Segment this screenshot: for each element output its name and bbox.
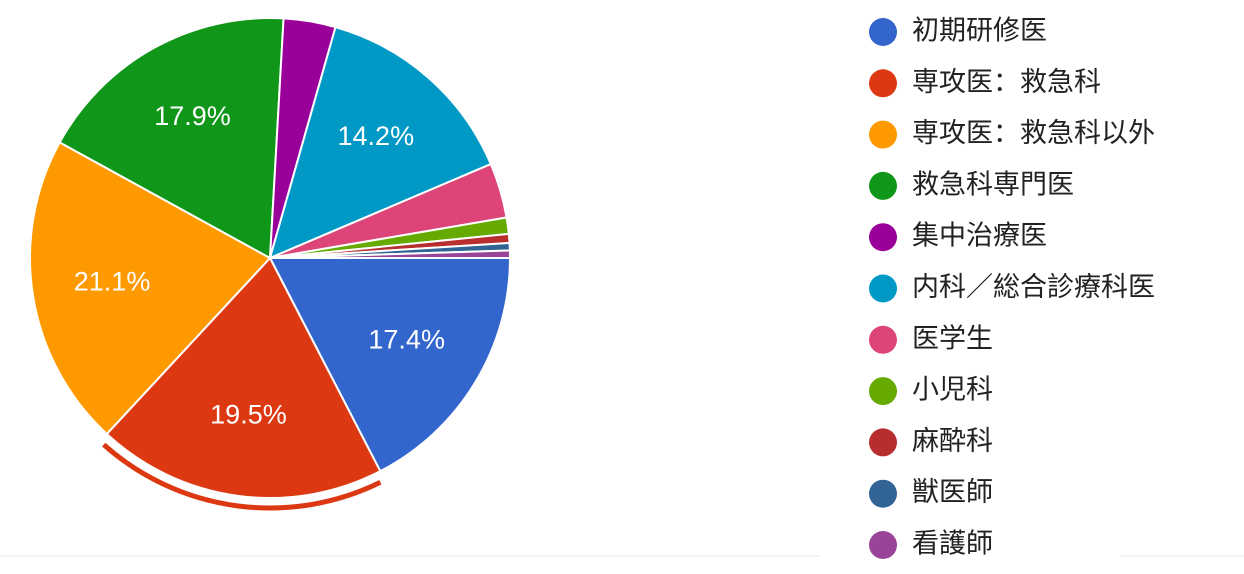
legend-label[interactable]: 初期研修医	[912, 16, 1047, 47]
legend-marker[interactable]	[869, 69, 897, 98]
legend-label[interactable]: 内科／総合診療科医	[912, 272, 1155, 303]
legend-marker[interactable]	[869, 171, 897, 200]
slice[interactable]	[268, 25, 493, 260]
legend-label[interactable]: 小児科	[912, 375, 993, 406]
legend-marker[interactable]	[869, 223, 897, 252]
legend-label[interactable]: 専攻医：救急科以外	[912, 118, 1155, 149]
slice-label: 17.9%	[154, 101, 231, 131]
legend-marker[interactable]	[869, 479, 897, 508]
legend-label[interactable]: 集中治療医	[912, 221, 1047, 252]
legend-marker[interactable]	[869, 274, 897, 303]
legend-marker[interactable]	[869, 120, 897, 149]
slice[interactable]	[29, 141, 272, 436]
legend-marker[interactable]	[869, 531, 897, 559]
slice-label: 19.5%	[210, 400, 287, 430]
legend-label[interactable]: 獣医師	[912, 477, 993, 508]
legend-marker[interactable]	[869, 428, 897, 457]
slice-label: 17.4%	[368, 324, 445, 354]
slice[interactable]	[105, 256, 382, 499]
legend-marker[interactable]	[869, 377, 897, 406]
slice[interactable]	[269, 249, 512, 259]
slice-highlight	[102, 442, 382, 511]
legend-label[interactable]: 救急科専門医	[912, 169, 1074, 200]
legend-label[interactable]: 専攻医：救急科	[912, 67, 1101, 98]
slice[interactable]	[268, 257, 512, 473]
slice-label: 14.2%	[338, 121, 415, 151]
slice-label: 21.1%	[74, 267, 151, 297]
legend-label[interactable]: 看護師	[912, 529, 993, 560]
legend-marker[interactable]	[869, 18, 897, 46]
legend-label[interactable]: 医学生	[912, 323, 993, 354]
legend-marker[interactable]	[869, 325, 897, 354]
slice[interactable]	[58, 17, 285, 260]
legend-label[interactable]: 麻酔科	[912, 426, 993, 457]
